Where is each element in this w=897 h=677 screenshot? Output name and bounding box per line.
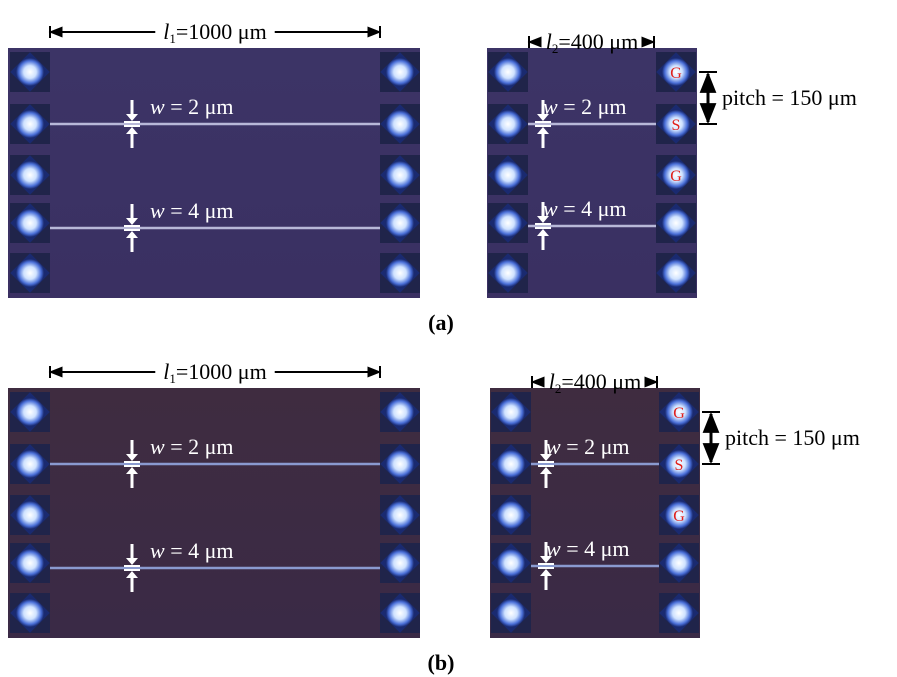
width-value: = 4 μm <box>165 538 234 563</box>
width-value: = 2 μm <box>558 94 627 119</box>
panel-label: (b) <box>428 650 455 675</box>
width-label: w = 4 μm <box>543 196 627 221</box>
width-symbol: w <box>546 536 561 561</box>
length-value: =1000 μm <box>176 19 267 44</box>
length-value: =1000 μm <box>176 359 267 384</box>
width-value: = 4 μm <box>561 536 630 561</box>
width-label: w = 2 μm <box>150 434 234 459</box>
width-value: = 4 μm <box>165 198 234 223</box>
width-symbol: w <box>543 94 558 119</box>
length-label: l1=1000 μm <box>163 359 266 386</box>
pad-label: S <box>675 457 684 474</box>
pitch-label: pitch = 150 μm <box>722 85 857 110</box>
length-value: =400 μm <box>561 369 641 394</box>
width-value: = 2 μm <box>561 434 630 459</box>
width-label: w = 4 μm <box>546 536 630 561</box>
width-symbol: w <box>150 198 165 223</box>
pad-label: G <box>673 508 685 525</box>
width-symbol: w <box>546 434 561 459</box>
width-symbol: w <box>150 538 165 563</box>
width-symbol: w <box>543 196 558 221</box>
width-symbol: w <box>150 434 165 459</box>
width-value: = 2 μm <box>165 94 234 119</box>
length-value: =400 μm <box>558 29 638 54</box>
width-label: w = 4 μm <box>150 198 234 223</box>
pad-label: S <box>672 117 681 134</box>
chip <box>8 48 420 298</box>
width-label: w = 4 μm <box>150 538 234 563</box>
width-label: w = 2 μm <box>546 434 630 459</box>
pad-label: G <box>670 168 682 185</box>
length-label: l1=1000 μm <box>163 19 266 46</box>
length-label: l2=400 μm <box>546 29 638 56</box>
panel-label: (a) <box>428 310 454 335</box>
width-value: = 4 μm <box>558 196 627 221</box>
figure: l1=1000 μmw = 2 μmw = 4 μmGSGl2=400 μmw … <box>0 0 897 677</box>
pad-label: G <box>673 405 685 422</box>
length-label: l2=400 μm <box>549 369 641 396</box>
width-label: w = 2 μm <box>543 94 627 119</box>
pad-label: G <box>670 65 682 82</box>
width-symbol: w <box>150 94 165 119</box>
chip <box>8 388 420 638</box>
pitch-label: pitch = 150 μm <box>725 425 860 450</box>
width-label: w = 2 μm <box>150 94 234 119</box>
width-value: = 2 μm <box>165 434 234 459</box>
